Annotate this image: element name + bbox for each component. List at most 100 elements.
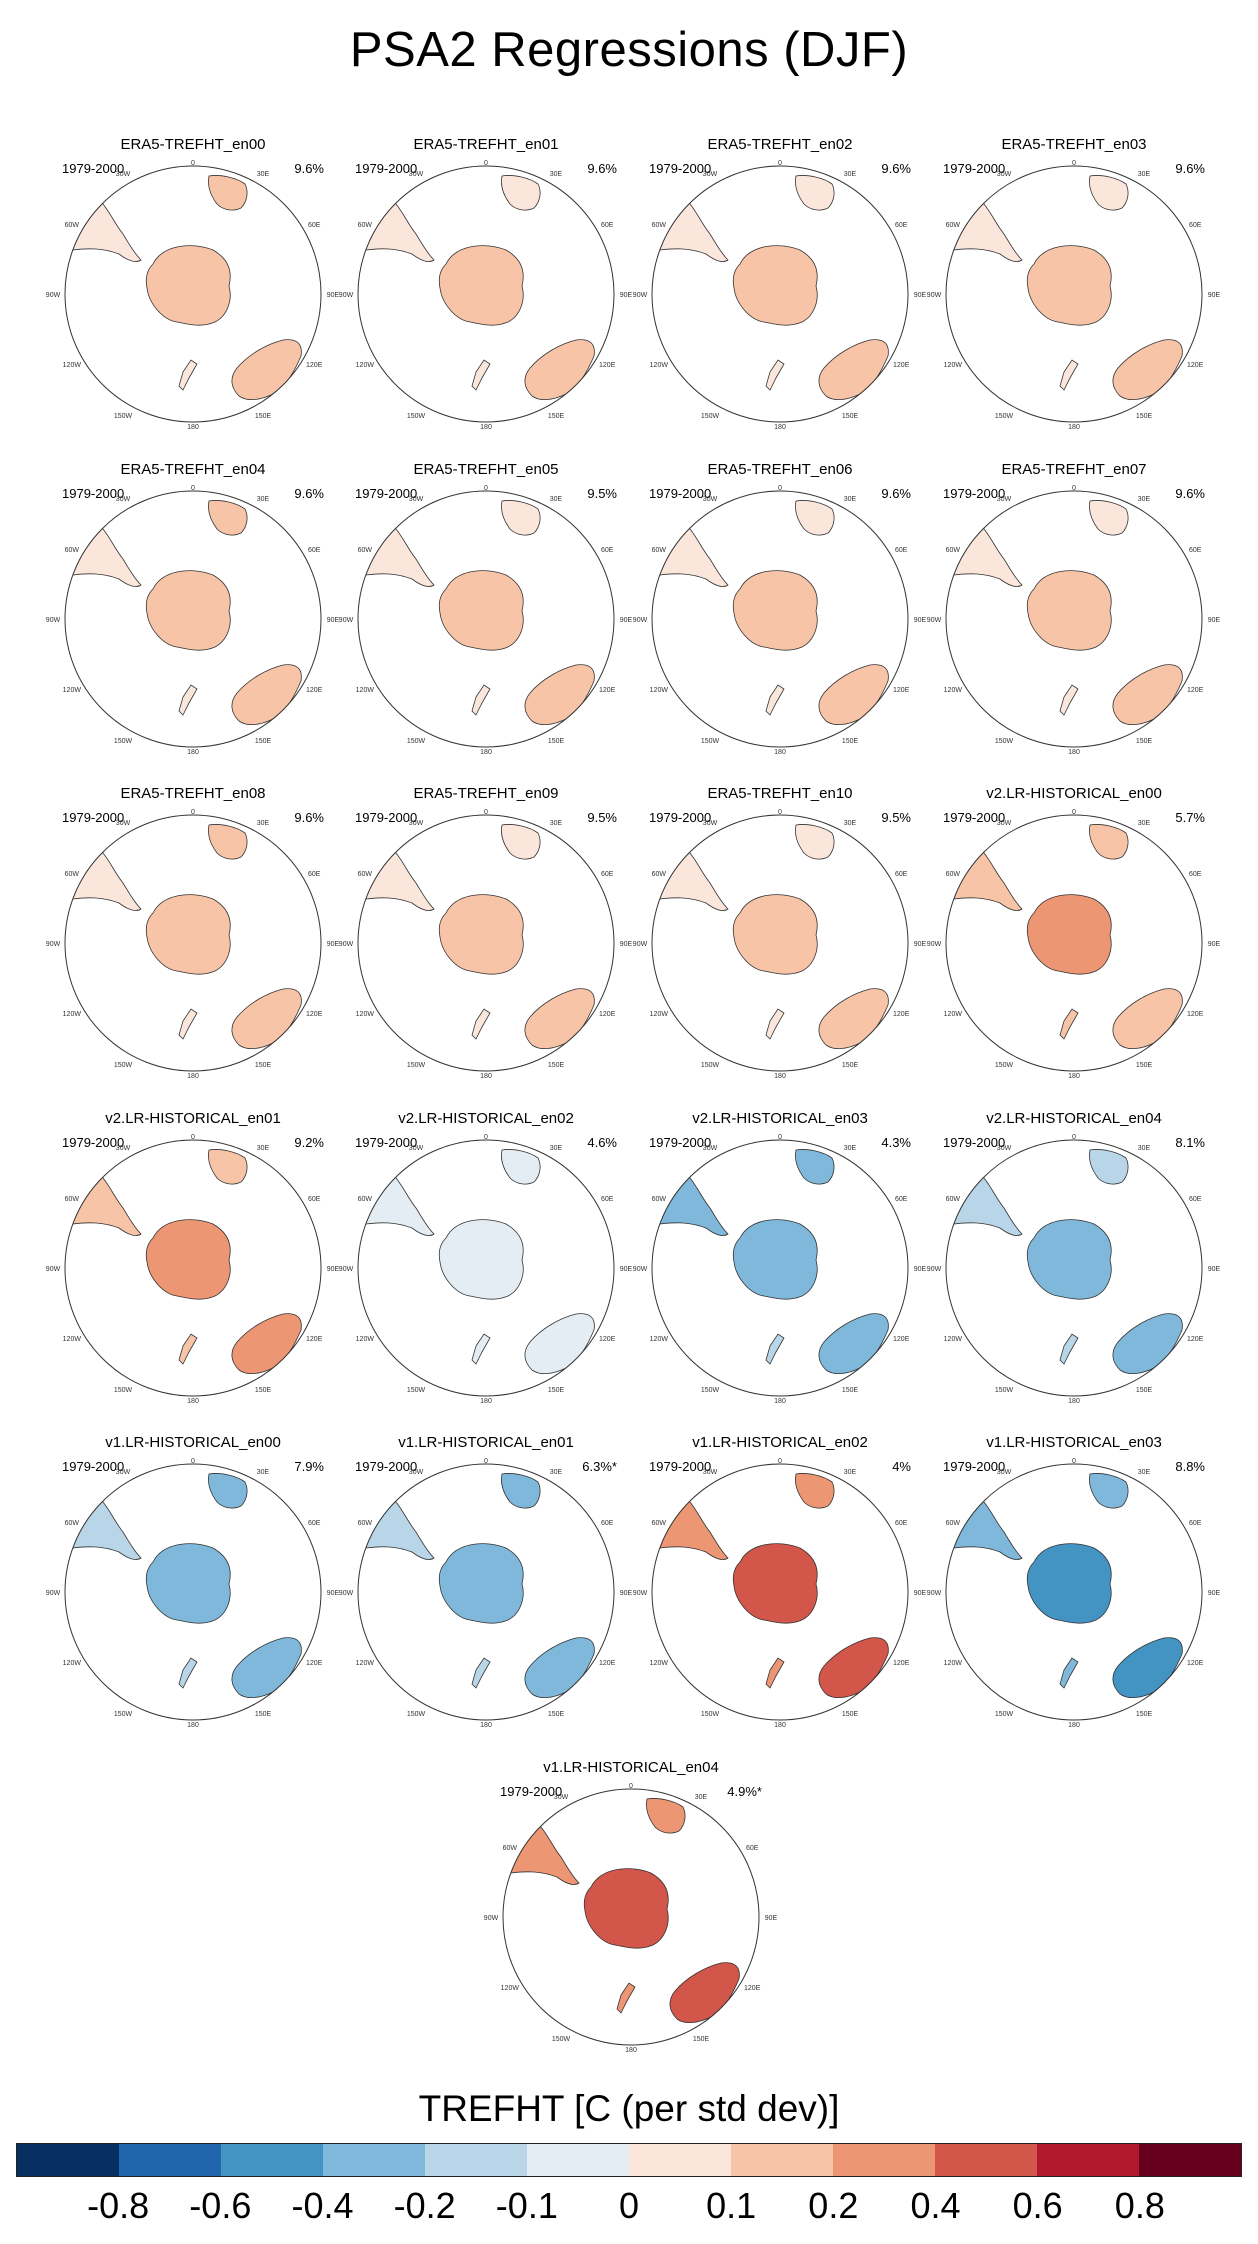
longitude-label: 90W [927, 617, 942, 624]
map-svg: ERA5-TREFHT_en06 1979-2000 9.6% 0 30E 60E 90E 1… [633, 461, 927, 756]
antarctica-shape [732, 894, 818, 975]
longitude-label: 60W [358, 1520, 373, 1527]
south-america-shape [503, 1824, 580, 1885]
longitude-label: 30W [116, 496, 131, 503]
longitude-label: 120W [650, 1011, 669, 1018]
longitude-label: 90E [327, 292, 340, 299]
map-panel: v1.LR-HISTORICAL_en03 1979-2000 8.8% 0 30E 60… [927, 1432, 1221, 1732]
south-america-shape [358, 201, 435, 262]
map-panel: ERA5-TREFHT_en00 1979-2000 9.6% 0 30E 60E 90E 1… [46, 134, 340, 434]
panel-title: ERA5-TREFHT_en08 [120, 785, 265, 802]
longitude-label: 90W [46, 292, 61, 299]
south-america-shape [946, 1175, 1023, 1236]
longitude-label: 30E [844, 820, 857, 827]
south-america-shape [65, 1499, 142, 1560]
longitude-label: 90E [620, 617, 633, 624]
map-svg: ERA5-TREFHT_en02 1979-2000 9.6% 0 30E 60E 90E 1… [633, 136, 927, 431]
map-panel: ERA5-TREFHT_en10 1979-2000 9.5% 0 30E 60E 90E 1… [633, 783, 927, 1083]
longitude-label: 120W [356, 1011, 375, 1018]
map-panel: ERA5-TREFHT_en09 1979-2000 9.5% 0 30E 60E 90E 1… [339, 783, 633, 1083]
new-zealand-shape [471, 1008, 491, 1040]
new-zealand-shape [471, 1657, 491, 1689]
map-svg: v2.LR-HISTORICAL_en03 1979-2000 4.3% 0 30E 60… [633, 1110, 927, 1405]
longitude-label: 180 [187, 749, 199, 756]
longitude-label: 60W [946, 222, 961, 229]
map-panel: v2.LR-HISTORICAL_en00 1979-2000 5.7% 0 30E 60… [927, 783, 1221, 1083]
longitude-label: 150E [842, 1711, 859, 1718]
longitude-label: 150E [1136, 413, 1153, 420]
longitude-label: 30E [550, 820, 563, 827]
colorbar-swatch [935, 2144, 1037, 2176]
longitude-label: 150W [114, 738, 133, 745]
percent-label: 9.5% [587, 486, 617, 501]
longitude-label: 30W [997, 820, 1012, 827]
percent-label: 9.6% [881, 486, 911, 501]
longitude-label: 180 [774, 749, 786, 756]
longitude-label: 150E [255, 1711, 272, 1718]
longitude-label: 30E [550, 1145, 563, 1152]
longitude-label: 150W [407, 1711, 426, 1718]
longitude-label: 60W [65, 1196, 80, 1203]
longitude-label: 90W [339, 292, 354, 299]
longitude-label: 60W [65, 222, 80, 229]
map-svg: v1.LR-HISTORICAL_en00 1979-2000 7.9% 0 30E 60… [46, 1434, 340, 1729]
longitude-label: 0 [778, 485, 782, 492]
map-boundary [357, 165, 615, 423]
longitude-label: 120E [1187, 1660, 1204, 1667]
south-america-shape [652, 850, 729, 911]
africa-shape [208, 1149, 248, 1185]
percent-label: 4% [892, 1459, 911, 1474]
antarctica-shape [145, 570, 231, 651]
colorbar-tick-label: 0.1 [706, 2185, 757, 2226]
new-zealand-shape [178, 1333, 198, 1365]
colorbar-tick-label: 0.2 [808, 2185, 859, 2226]
longitude-label: 180 [480, 424, 492, 431]
longitude-label: 150E [842, 1387, 859, 1394]
new-zealand-shape [765, 1657, 785, 1689]
new-zealand-shape [178, 684, 198, 716]
longitude-label: 120E [599, 362, 616, 369]
longitude-label: 30E [1138, 1469, 1151, 1476]
south-america-shape [65, 201, 142, 262]
longitude-label: 120W [944, 1660, 963, 1667]
longitude-label: 120E [744, 1985, 761, 1992]
colorbar-swatch [629, 2144, 731, 2176]
colorbar-swatch [119, 2144, 221, 2176]
panel-title: v2.LR-HISTORICAL_en01 [105, 1110, 281, 1127]
australia-shape [1112, 988, 1183, 1049]
figure-title: PSA2 Regressions (DJF) [349, 23, 909, 77]
antarctica-shape [1026, 570, 1112, 651]
longitude-label: 180 [1068, 749, 1080, 756]
map-boundary [357, 814, 615, 1072]
panel-title: ERA5-TREFHT_en01 [413, 136, 558, 153]
longitude-label: 0 [629, 1783, 633, 1790]
longitude-label: 120W [63, 1660, 82, 1667]
period-label: 1979-2000 [943, 161, 1005, 176]
map-panel: v1.LR-HISTORICAL_en04 1979-2000 4.9%* 0 30E 6… [484, 1757, 778, 2057]
longitude-label: 60E [601, 1196, 614, 1203]
percent-label: 9.5% [881, 810, 911, 825]
longitude-label: 120W [944, 687, 963, 694]
africa-shape [501, 1473, 541, 1509]
longitude-label: 120E [306, 1011, 323, 1018]
map-panel: ERA5-TREFHT_en03 1979-2000 9.6% 0 30E 60E 90E 1… [927, 134, 1221, 434]
longitude-label: 120W [944, 362, 963, 369]
longitude-label: 60W [652, 871, 667, 878]
longitude-label: 90W [633, 292, 648, 299]
africa-shape [1089, 824, 1129, 860]
panel-title: ERA5-TREFHT_en00 [120, 136, 265, 153]
percent-label: 9.6% [587, 161, 617, 176]
africa-shape [501, 1149, 541, 1185]
antarctica-shape [438, 894, 524, 975]
panel-title: v1.LR-HISTORICAL_en04 [543, 1759, 719, 1776]
antarctica-shape [145, 894, 231, 975]
new-zealand-shape [1059, 684, 1079, 716]
longitude-label: 120E [1187, 362, 1204, 369]
longitude-label: 150E [255, 1387, 272, 1394]
percent-label: 6.3%* [582, 1459, 617, 1474]
south-america-shape [65, 526, 142, 587]
longitude-label: 180 [187, 1722, 199, 1729]
antarctica-shape [145, 245, 231, 326]
longitude-label: 90E [327, 1590, 340, 1597]
south-america-shape [946, 1499, 1023, 1560]
